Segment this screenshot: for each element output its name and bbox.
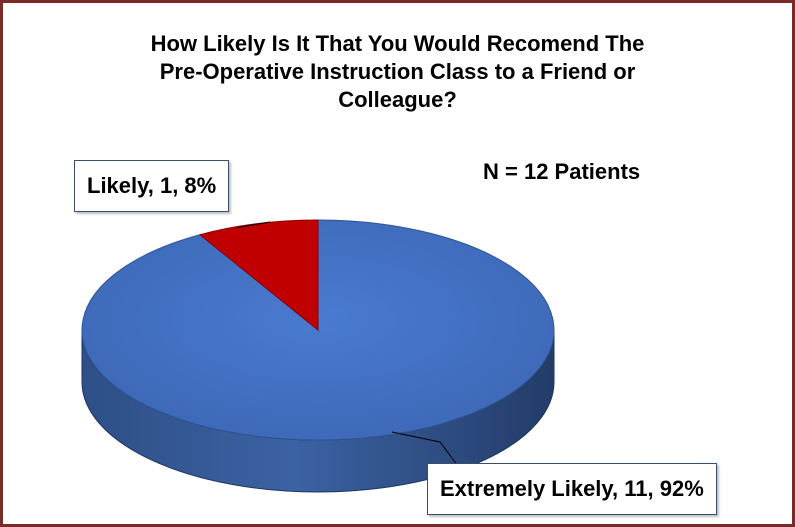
chart-title-line-1: How Likely Is It That You Would Recomend… <box>150 31 645 56</box>
leader-line-likely <box>236 221 271 229</box>
chart-title-line-3: Colleague? <box>338 87 457 112</box>
leader-line-extremely-likely <box>391 431 459 467</box>
pie-slice-likely <box>198 219 319 332</box>
chart-title-line-2: Pre-Operative Instruction Class to a Fri… <box>159 59 636 84</box>
data-label-extremely-likely: Extremely Likely, 11, 92% <box>427 463 717 515</box>
sample-size-note: N = 12 Patients <box>483 159 641 184</box>
data-label-likely: Likely, 1, 8% <box>74 160 230 212</box>
